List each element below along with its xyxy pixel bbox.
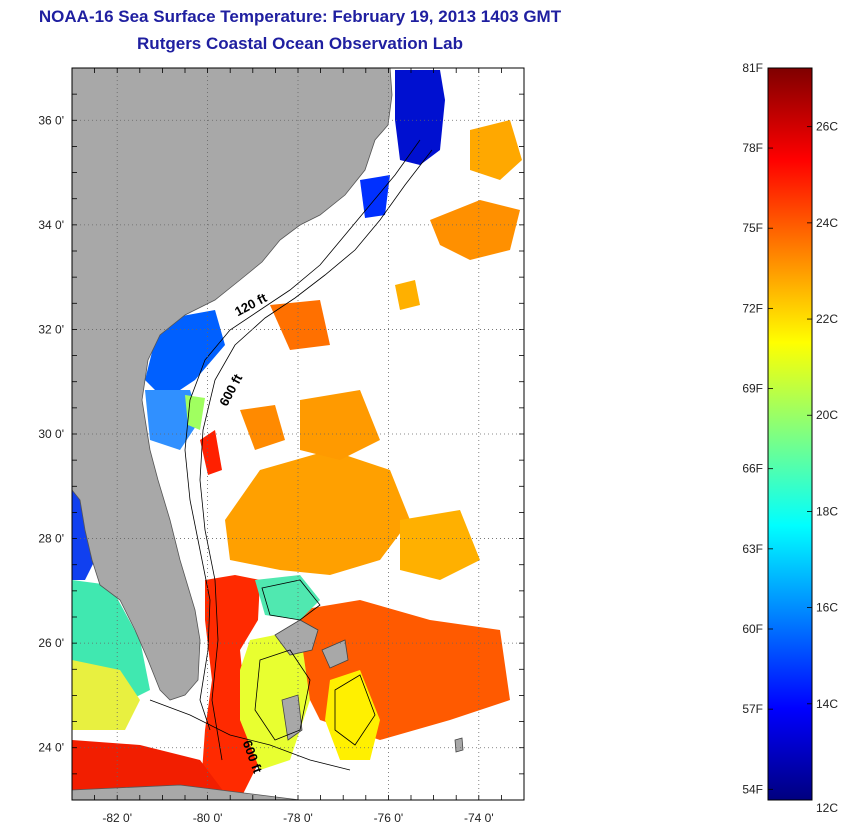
- colorbar-c-label: 22C: [816, 312, 838, 326]
- colorbar-c-label: 16C: [816, 601, 838, 615]
- lat-tick-label: 36 0': [38, 113, 64, 127]
- lon-tick-label: -74 0': [464, 811, 494, 825]
- colorbar-c-label: 18C: [816, 504, 838, 518]
- colorbar-c-label: 20C: [816, 408, 838, 422]
- lat-tick-label: 34 0': [38, 218, 64, 232]
- colorbar-f-label: 66F: [742, 462, 763, 476]
- lon-tick-label: -78 0': [283, 811, 313, 825]
- bathymetry-contours: [149, 139, 433, 771]
- colorbar-f-label: 57F: [742, 702, 763, 716]
- temperature-colorbar: 81F 78F 75F 72F 69F 66F 63F 60F 57F 54F 26C 24C 22C 2…: [742, 61, 838, 815]
- lat-tick-label: 24 0': [38, 741, 64, 755]
- colorbar-f-label: 60F: [742, 622, 763, 636]
- lat-tick-label: 30 0': [38, 427, 64, 441]
- lat-lon-grid: [72, 68, 524, 800]
- colorbar-c-label: 12C: [816, 801, 838, 815]
- land-mainland: [72, 68, 393, 701]
- colorbar-f-label: 69F: [742, 382, 763, 396]
- colorbar-c-label: 14C: [816, 697, 838, 711]
- colorbar-f-label: 75F: [742, 221, 763, 235]
- colorbar-f-label: 72F: [742, 301, 763, 315]
- lon-tick-label: -80 0': [193, 811, 223, 825]
- map-axis-ticks: -82 0' -80 0' -78 0' -76 0' -74 0' 24 0' 26 0'…: [38, 67, 525, 825]
- lat-tick-label: 26 0': [38, 636, 64, 650]
- colorbar-f-label: 81F: [742, 61, 763, 75]
- colorbar-f-label: 63F: [742, 542, 763, 556]
- colorbar-f-label: 78F: [742, 141, 763, 155]
- colorbar-gradient: [767, 67, 813, 801]
- lat-tick-label: 28 0': [38, 532, 64, 546]
- lat-tick-label: 32 0': [38, 322, 64, 336]
- map-subtitle: Rutgers Coastal Ocean Observation Lab: [137, 34, 463, 53]
- land-cuba: [72, 784, 301, 800]
- colorbar-c-label: 24C: [816, 216, 838, 230]
- land-bahamas: [274, 619, 464, 753]
- map-title: NOAA-16 Sea Surface Temperature: Februar…: [38, 7, 562, 26]
- lon-tick-label: -76 0': [374, 811, 404, 825]
- lon-tick-label: -82 0': [102, 811, 132, 825]
- colorbar-c-label: 26C: [816, 120, 838, 134]
- colorbar-ticks: 81F 78F 75F 72F 69F 66F 63F 60F 57F 54F 26C 24C 22C 2…: [742, 61, 838, 815]
- colorbar-f-label: 54F: [742, 782, 763, 796]
